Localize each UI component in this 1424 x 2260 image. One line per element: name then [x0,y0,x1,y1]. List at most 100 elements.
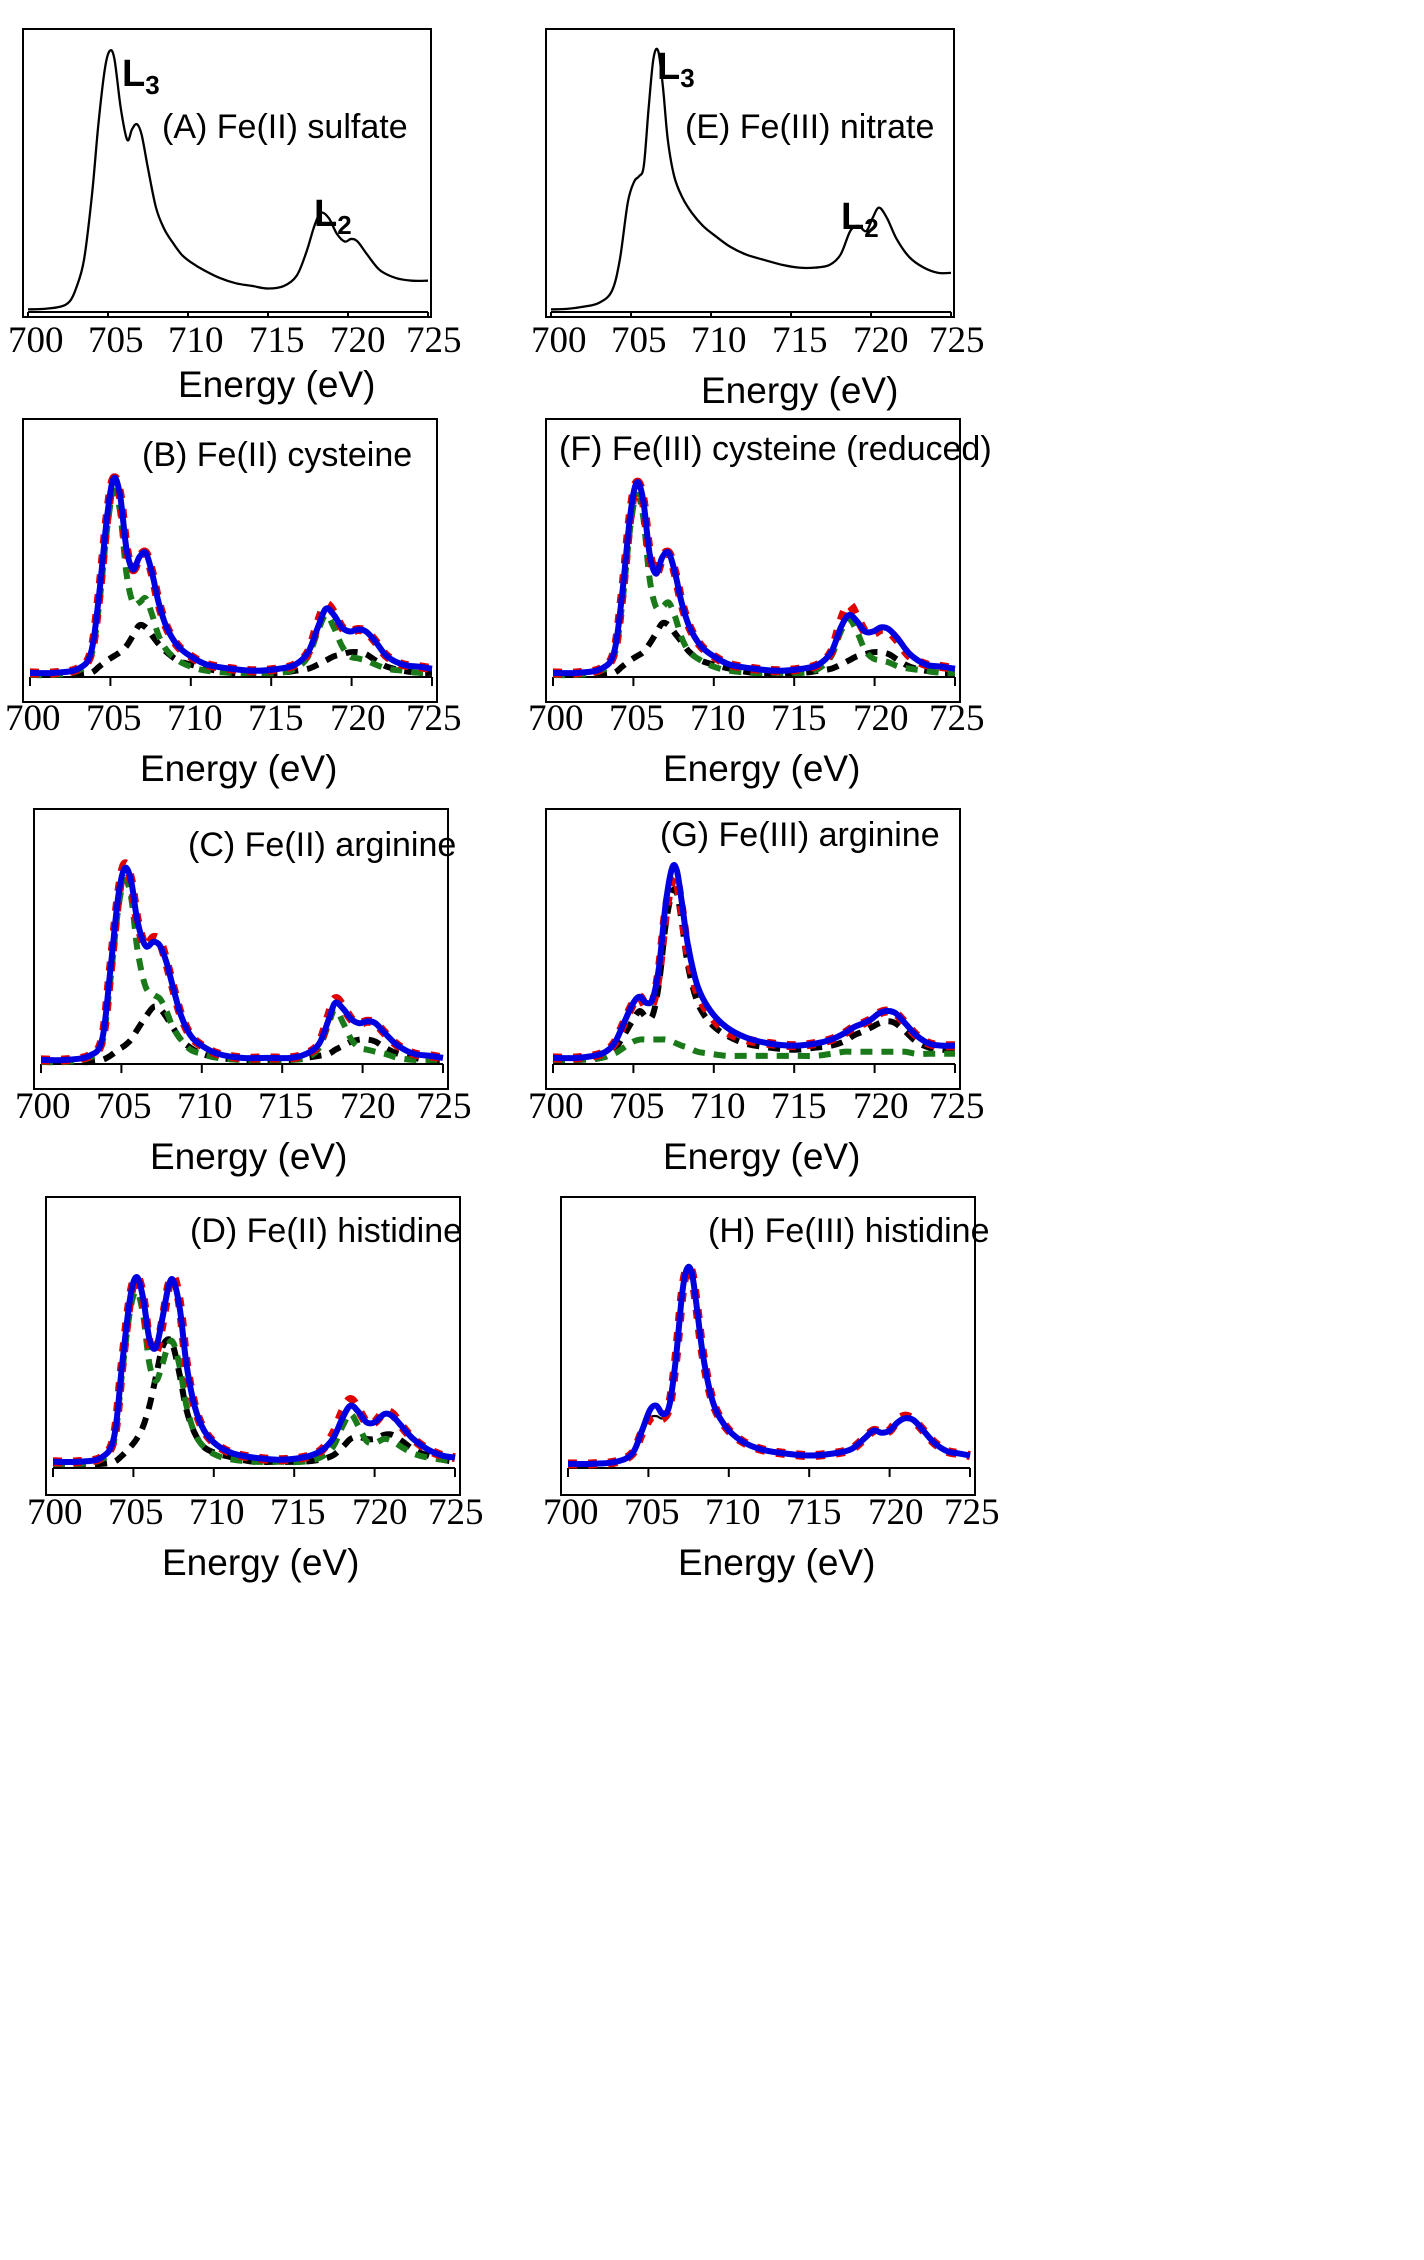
panel-B-tick-705: 705 [86,698,142,739]
panel-D-tick-720: 720 [352,1492,408,1533]
panel-H: (H) Fe(III) histidine [560,1196,990,1496]
panel-C-tick-705: 705 [96,1086,152,1127]
panel-F-tick-715: 715 [771,698,827,739]
panel-A-plotbox [22,28,432,318]
panel-F-plotbox [545,418,961,703]
panel-C: (C) Fe(II) arginine [33,808,456,1090]
panel-F: (F) Fe(III) cysteine (reduced) [545,418,992,703]
panel-E-plotbox [545,28,955,318]
panel-C-tick-725: 725 [416,1086,472,1127]
panel-E-l2-label: L2 [841,196,879,243]
panel-F-tick-700: 700 [528,698,584,739]
panel-E-axis: 700 705 710 715 720 725 Energy (eV) [523,320,993,411]
panel-G-tick-710: 710 [690,1086,746,1127]
panel-D-title: (D) Fe(II) histidine [190,1212,463,1250]
panel-A-tick-705: 705 [88,320,144,361]
panel-H-plotbox [560,1196,976,1496]
panel-F-tick-725: 725 [929,698,985,739]
panel-D-axis-title: Energy (eV) [162,1542,360,1583]
panel-H-tick-720: 720 [868,1492,924,1533]
panel-C-title: (C) Fe(II) arginine [188,826,457,864]
panel-B-axis: 700 705 710 715 720 725 Energy (eV) [0,698,470,789]
panel-A-l3-label: L3 [122,53,160,100]
panel-F-tick-705: 705 [609,698,665,739]
panel-D-tick-700: 700 [27,1492,83,1533]
panel-H-tick-710: 710 [705,1492,761,1533]
panel-A-curves [27,49,429,316]
panel-C-tick-715: 715 [258,1086,314,1127]
panel-G-curves [552,862,956,1073]
panel-C-tick-720: 720 [340,1086,396,1127]
panel-D: (D) Fe(II) histidine [45,1196,463,1496]
panel-E-title: (E) Fe(III) nitrate [685,108,935,146]
panel-D-tick-710: 710 [189,1492,245,1533]
panel-B-tick-725: 725 [406,698,462,739]
panel-E-tick-700: 700 [531,320,587,361]
panel-G-axis: 700 705 710 715 720 725 Energy (eV) [523,1086,993,1177]
panel-H-title: (H) Fe(III) histidine [708,1212,990,1250]
panel-G-title: (G) Fe(III) arginine [660,816,940,854]
panel-C-axis-title: Energy (eV) [150,1136,348,1177]
panel-A-l2-label: L2 [314,193,352,240]
panel-E-curves [550,47,952,316]
panel-G-tick-725: 725 [929,1086,985,1127]
panel-D-curves [52,1271,456,1477]
panel-D-tick-715: 715 [270,1492,326,1533]
panel-H-axis-title: Energy (eV) [678,1542,876,1583]
panel-E-tick-715: 715 [772,320,828,361]
panel-H-tick-715: 715 [786,1492,842,1533]
panel-D-plotbox [45,1196,461,1496]
panel-G: (G) Fe(III) arginine [545,808,961,1090]
panel-G-tick-715: 715 [771,1086,827,1127]
panel-G-plotbox [545,808,961,1090]
panel-A-tick-710: 710 [168,320,224,361]
panel-C-tick-710: 710 [177,1086,233,1127]
panel-A-tick-725: 725 [406,320,462,361]
panel-A-tick-720: 720 [330,320,386,361]
panel-B-tick-720: 720 [330,698,386,739]
panel-E-axis-title: Energy (eV) [701,370,899,411]
panel-H-axis: 700 705 710 715 720 725 Energy (eV) [538,1492,1008,1583]
panel-H-tick-705: 705 [624,1492,680,1533]
panel-A-axis: 700 705 710 715 720 725 Energy (eV) [0,320,470,405]
panel-B: (B) Fe(II) cysteine [22,418,438,703]
panel-F-curves [552,477,956,686]
panel-F-tick-720: 720 [853,698,909,739]
panel-C-curves [40,859,444,1073]
panel-A-axis-title: Energy (eV) [178,364,376,405]
panel-B-curves [29,473,433,686]
panel-B-axis-title: Energy (eV) [140,748,338,789]
panel-H-curves [567,1262,971,1477]
panel-A-tick-715: 715 [249,320,305,361]
panel-D-tick-725: 725 [428,1492,484,1533]
panel-H-tick-700: 700 [543,1492,599,1533]
panel-B-title: (B) Fe(II) cysteine [142,436,413,474]
panel-F-axis: 700 705 710 715 720 725 Energy (eV) [523,698,993,789]
panel-G-tick-705: 705 [609,1086,665,1127]
panel-F-tick-710: 710 [690,698,746,739]
panel-E-l3-label: L3 [657,46,695,93]
panel-C-plotbox [33,808,449,1090]
panel-E-tick-705: 705 [611,320,667,361]
panel-A-title: (A) Fe(II) sulfate [162,108,408,146]
panel-B-tick-700: 700 [5,698,61,739]
panel-F-title: (F) Fe(III) cysteine (reduced) [559,430,992,468]
panel-H-tick-725: 725 [944,1492,1000,1533]
panel-D-axis: 700 705 710 715 720 725 Energy (eV) [22,1492,492,1583]
panel-E-tick-720: 720 [853,320,909,361]
panel-E-tick-725: 725 [929,320,985,361]
panel-E: L3 L2 (E) Fe(III) nitrate [545,28,955,328]
panel-E-tick-710: 710 [691,320,747,361]
panel-B-tick-710: 710 [167,698,223,739]
panel-B-plotbox [22,418,438,703]
panel-A: L3 L2 (A) Fe(II) sulfate [22,28,432,328]
panel-G-axis-title: Energy (eV) [663,1136,861,1177]
panel-C-tick-700: 700 [15,1086,71,1127]
panel-D-tick-705: 705 [108,1492,164,1533]
panel-C-axis: 700 705 710 715 720 725 Energy (eV) [10,1086,480,1177]
panel-G-tick-700: 700 [528,1086,584,1127]
panel-B-tick-715: 715 [248,698,304,739]
panel-G-tick-720: 720 [853,1086,909,1127]
panel-F-axis-title: Energy (eV) [663,748,861,789]
